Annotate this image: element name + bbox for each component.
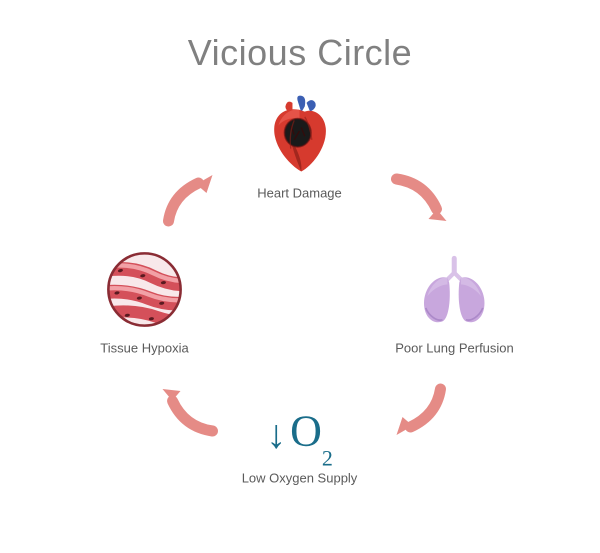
heart-icon (255, 90, 345, 180)
heart-label: Heart Damage (257, 186, 342, 201)
tissue-label: Tissue Hypoxia (100, 341, 188, 356)
cycle-container: Heart Damage Poor Lung Perfusion (300, 300, 301, 301)
o2-icon: ↓ O2 (255, 405, 345, 465)
node-heart: Heart Damage (255, 90, 345, 201)
arrow-lungs-to-o2 (385, 375, 445, 435)
tissue-icon (100, 245, 190, 335)
node-lungs: Poor Lung Perfusion (395, 245, 514, 356)
node-o2: ↓ O2 Low Oxygen Supply (242, 405, 358, 486)
page-title: Vicious Circle (188, 32, 412, 74)
node-tissue: Tissue Hypoxia (100, 245, 190, 356)
arrow-tissue-to-heart (155, 165, 215, 225)
lungs-label: Poor Lung Perfusion (395, 341, 514, 356)
lungs-icon (410, 245, 500, 335)
arrow-heart-to-lungs (385, 165, 445, 225)
down-arrow-icon: ↓ (266, 414, 286, 454)
arrow-o2-to-tissue (155, 375, 215, 435)
o2-symbol: O2 (290, 410, 333, 460)
o2-label: Low Oxygen Supply (242, 471, 358, 486)
o2-subscript: 2 (322, 445, 333, 470)
